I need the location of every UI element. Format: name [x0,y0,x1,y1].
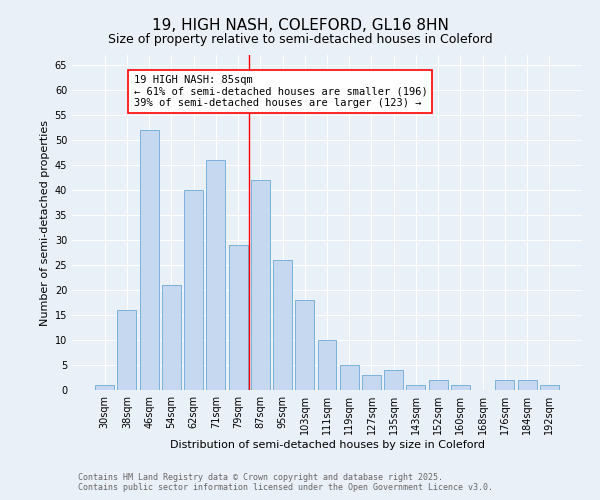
Bar [317,340,337,390]
Bar [340,365,359,390]
Bar [206,160,225,390]
Bar [140,130,158,390]
Bar [251,180,270,390]
Bar [429,380,448,390]
Bar [540,385,559,390]
Bar [229,245,248,390]
Bar [95,385,114,390]
Bar [295,300,314,390]
Text: Contains HM Land Registry data © Crown copyright and database right 2025.
Contai: Contains HM Land Registry data © Crown c… [78,473,493,492]
Bar [162,285,181,390]
Bar [184,190,203,390]
X-axis label: Distribution of semi-detached houses by size in Coleford: Distribution of semi-detached houses by … [170,440,485,450]
Bar [118,310,136,390]
Text: 19, HIGH NASH, COLEFORD, GL16 8HN: 19, HIGH NASH, COLEFORD, GL16 8HN [152,18,448,32]
Text: Size of property relative to semi-detached houses in Coleford: Size of property relative to semi-detach… [107,32,493,46]
Bar [451,385,470,390]
Y-axis label: Number of semi-detached properties: Number of semi-detached properties [40,120,50,326]
Bar [384,370,403,390]
Bar [518,380,536,390]
Bar [362,375,381,390]
Bar [273,260,292,390]
Text: 19 HIGH NASH: 85sqm
← 61% of semi-detached houses are smaller (196)
39% of semi-: 19 HIGH NASH: 85sqm ← 61% of semi-detach… [134,75,427,108]
Bar [496,380,514,390]
Bar [406,385,425,390]
